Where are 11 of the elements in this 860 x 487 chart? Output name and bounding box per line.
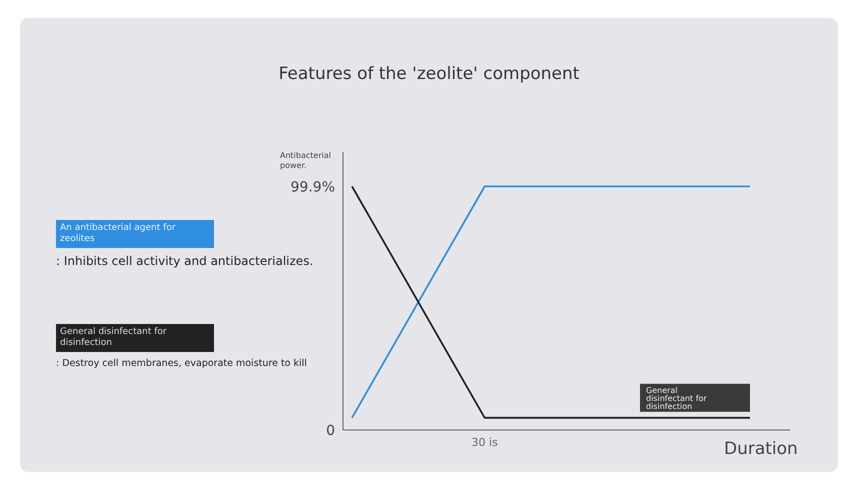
text: General disinfectant for disinfection xyxy=(60,327,167,348)
text: An antibacterial agent for zeolites xyxy=(56,220,214,248)
series-label: General disinfectant for disinfection xyxy=(646,386,708,411)
text: : Destroy cell membranes, evaporate moisture to kill xyxy=(56,358,308,369)
text: : Inhibits cell activity and antibacterializes. xyxy=(56,254,314,268)
x-axis-title: Duration xyxy=(724,439,798,459)
y-axis-title: Antibacterial power. xyxy=(280,151,332,171)
x-tick-label: 30 is xyxy=(472,436,498,449)
y-tick-label: 0 xyxy=(326,422,335,439)
y-tick-label: 99.9% xyxy=(290,179,335,196)
chart-title: Features of the 'zeolite' component xyxy=(278,64,580,84)
